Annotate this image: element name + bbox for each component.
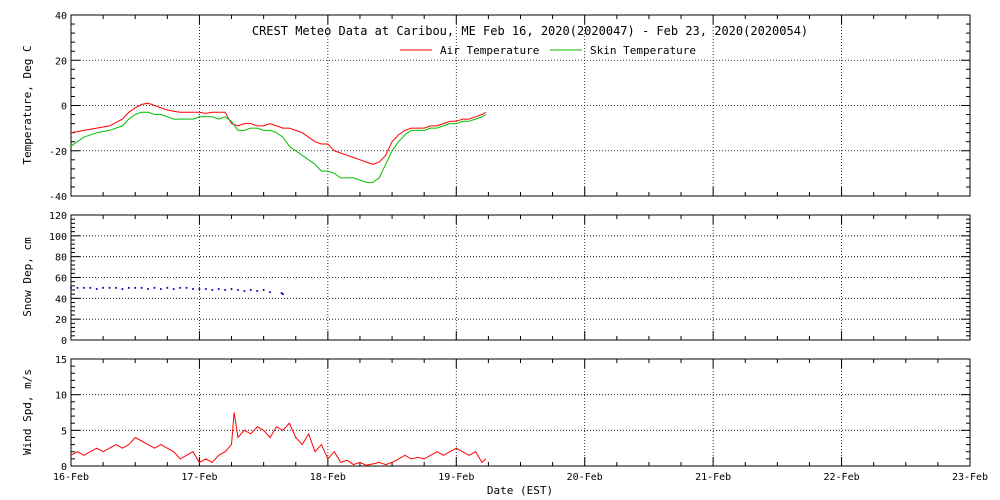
data-point-snow-depth-0 bbox=[217, 287, 220, 290]
data-point-snow-depth-0 bbox=[89, 286, 92, 289]
y-tick-label: 0 bbox=[61, 102, 67, 113]
plot-frame bbox=[70, 214, 971, 341]
y-tick-label: 10 bbox=[55, 391, 67, 402]
chart-title: CREST Meteo Data at Caribou, ME Feb 16, … bbox=[252, 24, 808, 38]
x-tick-label: 16-Feb bbox=[53, 472, 89, 483]
series-line-air-temperature bbox=[70, 102, 487, 165]
y-tick-label: 40 bbox=[55, 11, 67, 22]
x-tick-label: 20-Feb bbox=[567, 472, 603, 483]
data-point-snow-depth-0 bbox=[153, 286, 156, 289]
snow-depth-panel: 0 20 40 60 80 100 120 Snow Dep, cm bbox=[21, 211, 971, 347]
data-point-snow-depth-0 bbox=[236, 289, 239, 291]
plot-frame bbox=[70, 358, 971, 467]
data-point-snow-depth-0 bbox=[204, 287, 207, 290]
data-point-snow-depth-0 bbox=[121, 287, 124, 290]
y-tick-label: 20 bbox=[55, 315, 67, 326]
data-point-snow-depth-0 bbox=[134, 286, 137, 289]
wind-speed-panel: 0 5 10 15 16-Feb 17-Feb 18-Feb 19-Feb 20-Feb 21-F… bbox=[21, 355, 988, 483]
data-point-snow-depth-0 bbox=[166, 286, 169, 289]
data-point-snow-depth-0 bbox=[230, 287, 233, 290]
data-point-snow-depth-0 bbox=[185, 286, 188, 289]
data-point-snow-depth-0 bbox=[262, 289, 265, 291]
data-point-snow-depth-0 bbox=[102, 286, 105, 289]
y-tick-label: -20 bbox=[49, 147, 67, 158]
legend-label-air-temperature: Air Temperature bbox=[440, 44, 539, 57]
y-tick-label: 60 bbox=[55, 274, 67, 285]
data-point-snow-depth-0 bbox=[108, 286, 111, 289]
x-axis-title: Date (EST) bbox=[487, 484, 553, 497]
y-tick-label: 0 bbox=[61, 462, 67, 473]
data-point-snow-depth-0 bbox=[224, 289, 227, 291]
data-point-snow-depth-0 bbox=[172, 287, 175, 290]
data-point-snow-depth-0 bbox=[243, 290, 246, 293]
data-point-snow-depth-0 bbox=[211, 289, 214, 291]
y-tick-label: -40 bbox=[49, 192, 67, 203]
data-point-snow-depth-0 bbox=[256, 290, 259, 293]
y-tick-label: 5 bbox=[61, 426, 67, 437]
x-tick-label: 23-Feb bbox=[952, 472, 988, 483]
data-point-snow-depth-0 bbox=[82, 286, 85, 289]
x-tick-label: 17-Feb bbox=[181, 472, 217, 483]
y-axis-title: Temperature, Deg C bbox=[21, 45, 34, 164]
data-point-snow-depth-0 bbox=[249, 289, 252, 291]
y-tick-label: 0 bbox=[61, 336, 67, 347]
series-line-skin-temperature bbox=[70, 111, 487, 183]
temperature-panel: -40 -20 0 20 40 Temperature, Deg C bbox=[21, 11, 971, 203]
x-tick-label: 21-Feb bbox=[695, 472, 731, 483]
y-tick-label: 40 bbox=[55, 294, 67, 305]
data-point-snow-depth-0 bbox=[179, 286, 182, 289]
x-tick-label: 22-Feb bbox=[824, 472, 860, 483]
data-point-snow-depth-0 bbox=[114, 286, 117, 289]
y-tick-label: 100 bbox=[49, 232, 67, 243]
data-point-snow-depth-0 bbox=[281, 293, 284, 296]
data-point-snow-depth-0 bbox=[192, 287, 195, 290]
y-axis-title: Snow Dep, cm bbox=[21, 237, 34, 317]
y-tick-label: 80 bbox=[55, 253, 67, 264]
plot-frame bbox=[70, 14, 971, 197]
data-point-snow-depth-0 bbox=[76, 286, 79, 289]
legend: Air Temperature Skin Temperature bbox=[400, 44, 696, 57]
data-point-snow-depth-0 bbox=[147, 287, 150, 290]
y-tick-label: 15 bbox=[55, 355, 67, 366]
y-axis-title: Wind Spd, m/s bbox=[21, 369, 34, 455]
legend-label-skin-temperature: Skin Temperature bbox=[590, 44, 696, 57]
x-tick-label: 19-Feb bbox=[438, 472, 474, 483]
y-tick-label: 120 bbox=[49, 211, 67, 222]
data-point-snow-depth-0 bbox=[70, 286, 72, 289]
data-point-snow-depth-0 bbox=[198, 287, 201, 290]
data-point-snow-depth-0 bbox=[95, 287, 98, 290]
data-point-snow-depth-0 bbox=[140, 286, 143, 289]
x-tick-label: 18-Feb bbox=[310, 472, 346, 483]
data-point-snow-depth-0 bbox=[159, 287, 162, 290]
data-point-snow-depth-0 bbox=[127, 286, 130, 289]
series-line-wind-speed-0 bbox=[70, 412, 487, 466]
data-point-snow-depth-0 bbox=[269, 291, 272, 294]
y-tick-label: 20 bbox=[55, 56, 67, 67]
